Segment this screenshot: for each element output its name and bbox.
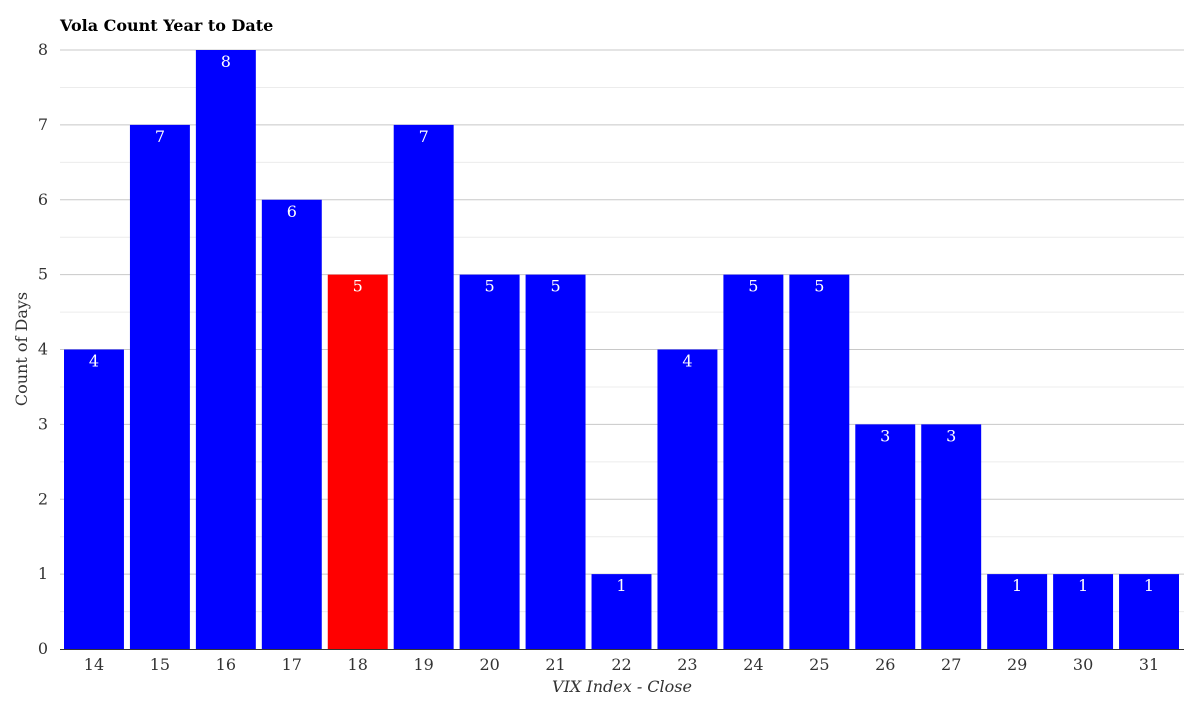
bar-18	[327, 274, 388, 649]
x-tick-label-27: 27	[941, 655, 961, 674]
bar-24	[723, 274, 784, 649]
x-tick-label-16: 16	[216, 655, 236, 674]
x-tick-label-14: 14	[84, 655, 104, 674]
y-tick-label: 4	[38, 340, 48, 359]
data-label-14: 4	[89, 352, 99, 371]
y-tick-label: 1	[38, 564, 48, 583]
data-label-17: 6	[287, 202, 297, 221]
x-tick-label-21: 21	[545, 655, 565, 674]
x-tick-label-15: 15	[150, 655, 170, 674]
y-tick-label: 7	[38, 115, 48, 134]
x-tick-label-18: 18	[348, 655, 368, 674]
x-tick-label-26: 26	[875, 655, 895, 674]
data-label-30: 1	[1078, 576, 1088, 595]
x-tick-label-24: 24	[743, 655, 763, 674]
bar-19	[393, 124, 454, 649]
data-label-15: 7	[155, 127, 165, 146]
y-axis-ticks: 0 1 2 3 4 5 6 7 8	[38, 40, 48, 658]
bar-21	[525, 274, 586, 649]
data-label-16: 8	[221, 52, 231, 71]
y-tick-label: 2	[38, 489, 48, 508]
bars	[64, 50, 1179, 649]
data-label-21: 5	[550, 277, 560, 296]
bar-17	[261, 199, 322, 649]
data-label-19: 7	[419, 127, 429, 146]
x-tick-label-17: 17	[282, 655, 302, 674]
bar-16	[195, 50, 256, 649]
x-tick-label-23: 23	[677, 655, 697, 674]
x-tick-label-25: 25	[809, 655, 829, 674]
data-label-25: 5	[814, 277, 824, 296]
bar-26	[855, 424, 916, 649]
bar-30	[1053, 574, 1114, 649]
bar-20	[459, 274, 520, 649]
chart-title: Vola Count Year to Date	[59, 16, 273, 35]
data-label-29: 1	[1012, 576, 1022, 595]
bar-29	[987, 574, 1048, 649]
bar-23	[657, 349, 718, 649]
x-tick-label-20: 20	[479, 655, 499, 674]
x-tick-label-31: 31	[1139, 655, 1159, 674]
bar-25	[789, 274, 850, 649]
data-label-22: 1	[616, 576, 626, 595]
x-tick-label-19: 19	[413, 655, 433, 674]
data-label-24: 5	[748, 277, 758, 296]
bar-22	[591, 574, 652, 649]
bar-14	[64, 349, 124, 649]
y-axis-title: Count of Days	[12, 292, 31, 406]
x-tick-label-30: 30	[1073, 655, 1093, 674]
x-axis-ticks: 14 15 16 17 18 19 20 21 22 23 24 25 26 27 29 30 31	[84, 655, 1159, 674]
data-label-18: 5	[353, 277, 363, 296]
y-tick-label: 6	[38, 190, 48, 209]
data-label-31: 1	[1144, 576, 1154, 595]
data-label-20: 5	[485, 277, 495, 296]
bar-15	[129, 124, 190, 649]
data-label-27: 3	[946, 426, 956, 445]
bar-31	[1119, 574, 1179, 649]
y-tick-label: 3	[38, 414, 48, 433]
data-label-26: 3	[880, 426, 890, 445]
y-tick-label: 8	[38, 40, 48, 59]
x-tick-label-22: 22	[611, 655, 631, 674]
y-tick-label: 5	[38, 265, 48, 284]
x-tick-label-29: 29	[1007, 655, 1027, 674]
data-labels: 4 7 8 6 5 7 5 5 1 4 5 5 3 3 1 1 1	[89, 52, 1154, 595]
data-label-23: 4	[682, 352, 692, 371]
bar-27	[921, 424, 982, 649]
y-tick-label: 0	[38, 639, 48, 658]
x-axis-title: VIX Index - Close	[552, 677, 692, 696]
